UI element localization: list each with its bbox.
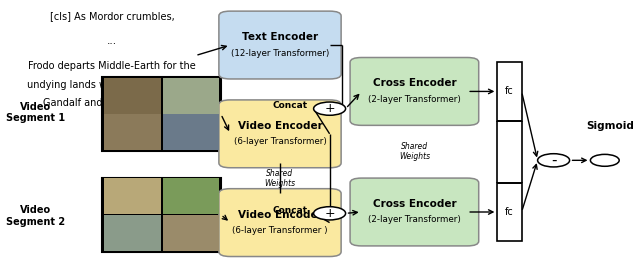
Text: (2-layer Transformer): (2-layer Transformer): [368, 215, 461, 224]
Text: (2-layer Transformer): (2-layer Transformer): [368, 95, 461, 104]
Bar: [104, 215, 161, 251]
Circle shape: [314, 102, 346, 115]
Text: Text Encoder: Text Encoder: [242, 32, 318, 42]
Text: Video
Segment 1: Video Segment 1: [6, 102, 65, 123]
Bar: [163, 114, 219, 150]
Text: Cross Encoder: Cross Encoder: [372, 199, 456, 209]
Text: +: +: [324, 207, 335, 220]
Text: fc: fc: [505, 207, 514, 217]
Bar: [104, 78, 161, 113]
Bar: [102, 178, 221, 252]
Text: [cls] As Mordor crumbles,: [cls] As Mordor crumbles,: [50, 11, 174, 21]
Text: fc: fc: [505, 86, 514, 96]
Text: Sigmoid: Sigmoid: [586, 121, 634, 131]
Circle shape: [590, 154, 619, 166]
Bar: [163, 78, 219, 113]
Text: Video
Segment 2: Video Segment 2: [6, 205, 65, 227]
FancyBboxPatch shape: [219, 11, 341, 79]
Circle shape: [538, 154, 570, 167]
Bar: [104, 178, 161, 214]
FancyBboxPatch shape: [350, 58, 479, 125]
Text: Video Encoder: Video Encoder: [237, 121, 323, 131]
FancyBboxPatch shape: [219, 189, 341, 257]
Text: ...: ...: [107, 36, 117, 46]
Text: Video Encoder: Video Encoder: [237, 210, 323, 220]
Bar: [497, 183, 522, 241]
FancyBboxPatch shape: [350, 178, 479, 246]
FancyBboxPatch shape: [219, 100, 341, 168]
Text: Shared
Weights: Shared Weights: [399, 142, 430, 161]
Text: +: +: [324, 102, 335, 115]
Bar: [102, 77, 221, 151]
Bar: [163, 215, 219, 251]
Bar: [497, 62, 522, 121]
Text: Cross Encoder: Cross Encoder: [372, 78, 456, 89]
Text: (6-layer Transformer ): (6-layer Transformer ): [232, 226, 328, 235]
Text: Frodo departs Middle-Earth for the: Frodo departs Middle-Earth for the: [28, 61, 196, 71]
Text: undying lands with his uncle Bilbo,: undying lands with his uncle Bilbo,: [27, 80, 197, 90]
Text: Concat: Concat: [272, 206, 307, 215]
Text: Shared
Weights: Shared Weights: [264, 169, 296, 188]
Text: Gandalf and the elves. [sep]: Gandalf and the elves. [sep]: [43, 98, 181, 108]
Text: Concat: Concat: [272, 101, 307, 111]
Text: (6-layer Transformer): (6-layer Transformer): [234, 137, 326, 146]
Bar: [163, 178, 219, 214]
Bar: [104, 114, 161, 150]
Text: -: -: [551, 153, 556, 168]
Text: (12-layer Transformer): (12-layer Transformer): [231, 48, 329, 58]
Circle shape: [314, 207, 346, 220]
